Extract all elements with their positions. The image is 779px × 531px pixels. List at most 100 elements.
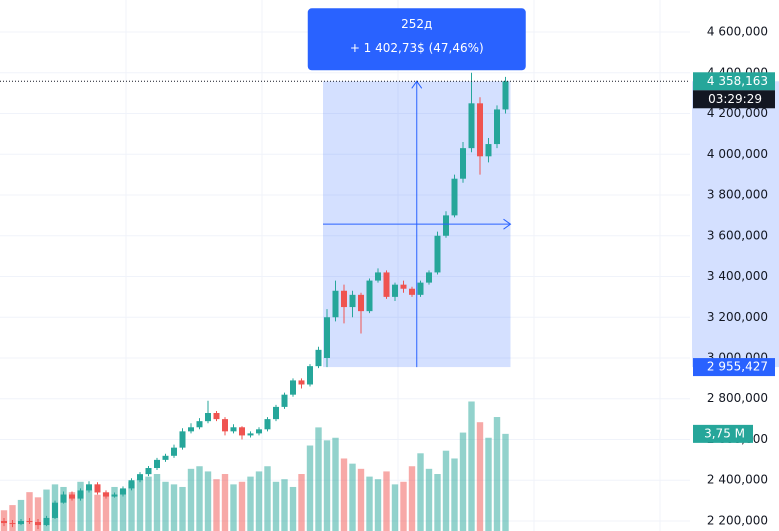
candle-body (485, 144, 492, 157)
volume-bar (94, 494, 101, 531)
volume-bar (281, 479, 288, 531)
y-tick-label: 2 400,000 (707, 473, 768, 487)
volume-bar (323, 440, 331, 531)
measure-bars-label: 252д (401, 17, 432, 31)
candle-body (494, 109, 500, 145)
candle-body (77, 490, 84, 499)
volume-bar (459, 432, 467, 531)
volume-label: 3,75 M (704, 426, 745, 440)
candle-body (281, 394, 288, 407)
measure-change-label: + 1 402,73$ (47,46%) (350, 41, 484, 55)
candle-body (256, 429, 262, 434)
volume-bar (272, 481, 280, 531)
volume-bar (468, 401, 475, 531)
volume-bar (434, 474, 441, 531)
candle-body (230, 427, 237, 432)
volume-bar (238, 481, 246, 531)
candle-body (222, 419, 228, 432)
volume-bar (77, 481, 84, 531)
volume-bar (68, 492, 76, 531)
candle-body (213, 413, 220, 420)
volume-bar (26, 492, 33, 531)
measure-arrowhead (411, 80, 423, 89)
candle-body (332, 290, 339, 318)
candle-body (196, 421, 203, 428)
candle-body (86, 484, 92, 491)
y-tick-label: 3 400,000 (707, 269, 768, 283)
volume-bar (357, 468, 365, 531)
volume-bar (153, 474, 161, 531)
candle-body (264, 419, 271, 430)
axis-range-highlight (692, 81, 779, 368)
y-tick-label: 2 800,000 (707, 391, 768, 405)
measure-from-badge (693, 358, 775, 377)
candle-body (366, 280, 373, 312)
measure-arrowhead (503, 218, 512, 230)
candle-body (154, 459, 160, 469)
candle-body (162, 455, 169, 460)
candle-body (247, 433, 254, 436)
candle-body (307, 366, 313, 385)
volume-bar (408, 466, 416, 531)
volume-bar (417, 453, 424, 531)
candle-body (120, 488, 126, 495)
candle-body (205, 413, 211, 422)
candle-body (52, 502, 58, 518)
volume-bar (111, 486, 118, 531)
last-price-badge (693, 72, 775, 91)
candle-body (188, 427, 194, 432)
candle-body (409, 288, 415, 295)
countdown-badge (693, 90, 775, 109)
candle-body (434, 235, 441, 273)
volume-bar (264, 466, 271, 531)
y-tick-label: 4 600,000 (707, 25, 768, 39)
candle-body (145, 468, 152, 475)
y-tick-label: 3 600,000 (707, 228, 768, 242)
candle-body (324, 317, 330, 359)
y-tick-label: 4 000,000 (707, 147, 768, 161)
measure-label-box (307, 8, 526, 71)
volume-bar (196, 466, 203, 531)
candle-body (443, 215, 449, 236)
volume-bar (43, 489, 50, 531)
candle-body (417, 282, 424, 295)
candle-body (111, 494, 118, 497)
volume-bar (85, 489, 93, 531)
volume-bar (34, 497, 42, 531)
candle-body (426, 272, 432, 283)
y-tick-label: 3 800,000 (707, 188, 768, 202)
volume-bar (9, 505, 16, 531)
volume-bar (119, 489, 127, 531)
volume-bar (451, 458, 458, 531)
candle-body (383, 272, 390, 297)
volume-bar (476, 422, 484, 531)
candle-body (60, 494, 67, 503)
volume-bar (485, 437, 492, 531)
volume-bar (204, 471, 212, 531)
volume-bar (255, 471, 263, 531)
candle-body (9, 523, 16, 525)
candle-body (171, 447, 177, 456)
candle-body (477, 103, 483, 157)
volume-bar (230, 484, 237, 531)
volume-bar (17, 499, 25, 531)
volume-bar (374, 479, 382, 531)
candle-body (179, 431, 186, 448)
candle-body (460, 148, 466, 179)
candle-body (35, 522, 41, 526)
candle-body (128, 480, 135, 489)
volume-bar (187, 468, 195, 531)
candle-body (298, 380, 305, 385)
volume-bar (340, 458, 348, 531)
candle-body (468, 103, 475, 149)
countdown: 03:29:29 (708, 92, 762, 106)
volume-bar (349, 463, 356, 531)
volume-bar (145, 476, 152, 531)
volume-bar (128, 481, 135, 531)
volume-bar (400, 481, 407, 531)
candle-body (103, 492, 109, 497)
candle-body (451, 178, 458, 216)
volume-bar (306, 445, 314, 531)
candle-body (392, 284, 398, 297)
